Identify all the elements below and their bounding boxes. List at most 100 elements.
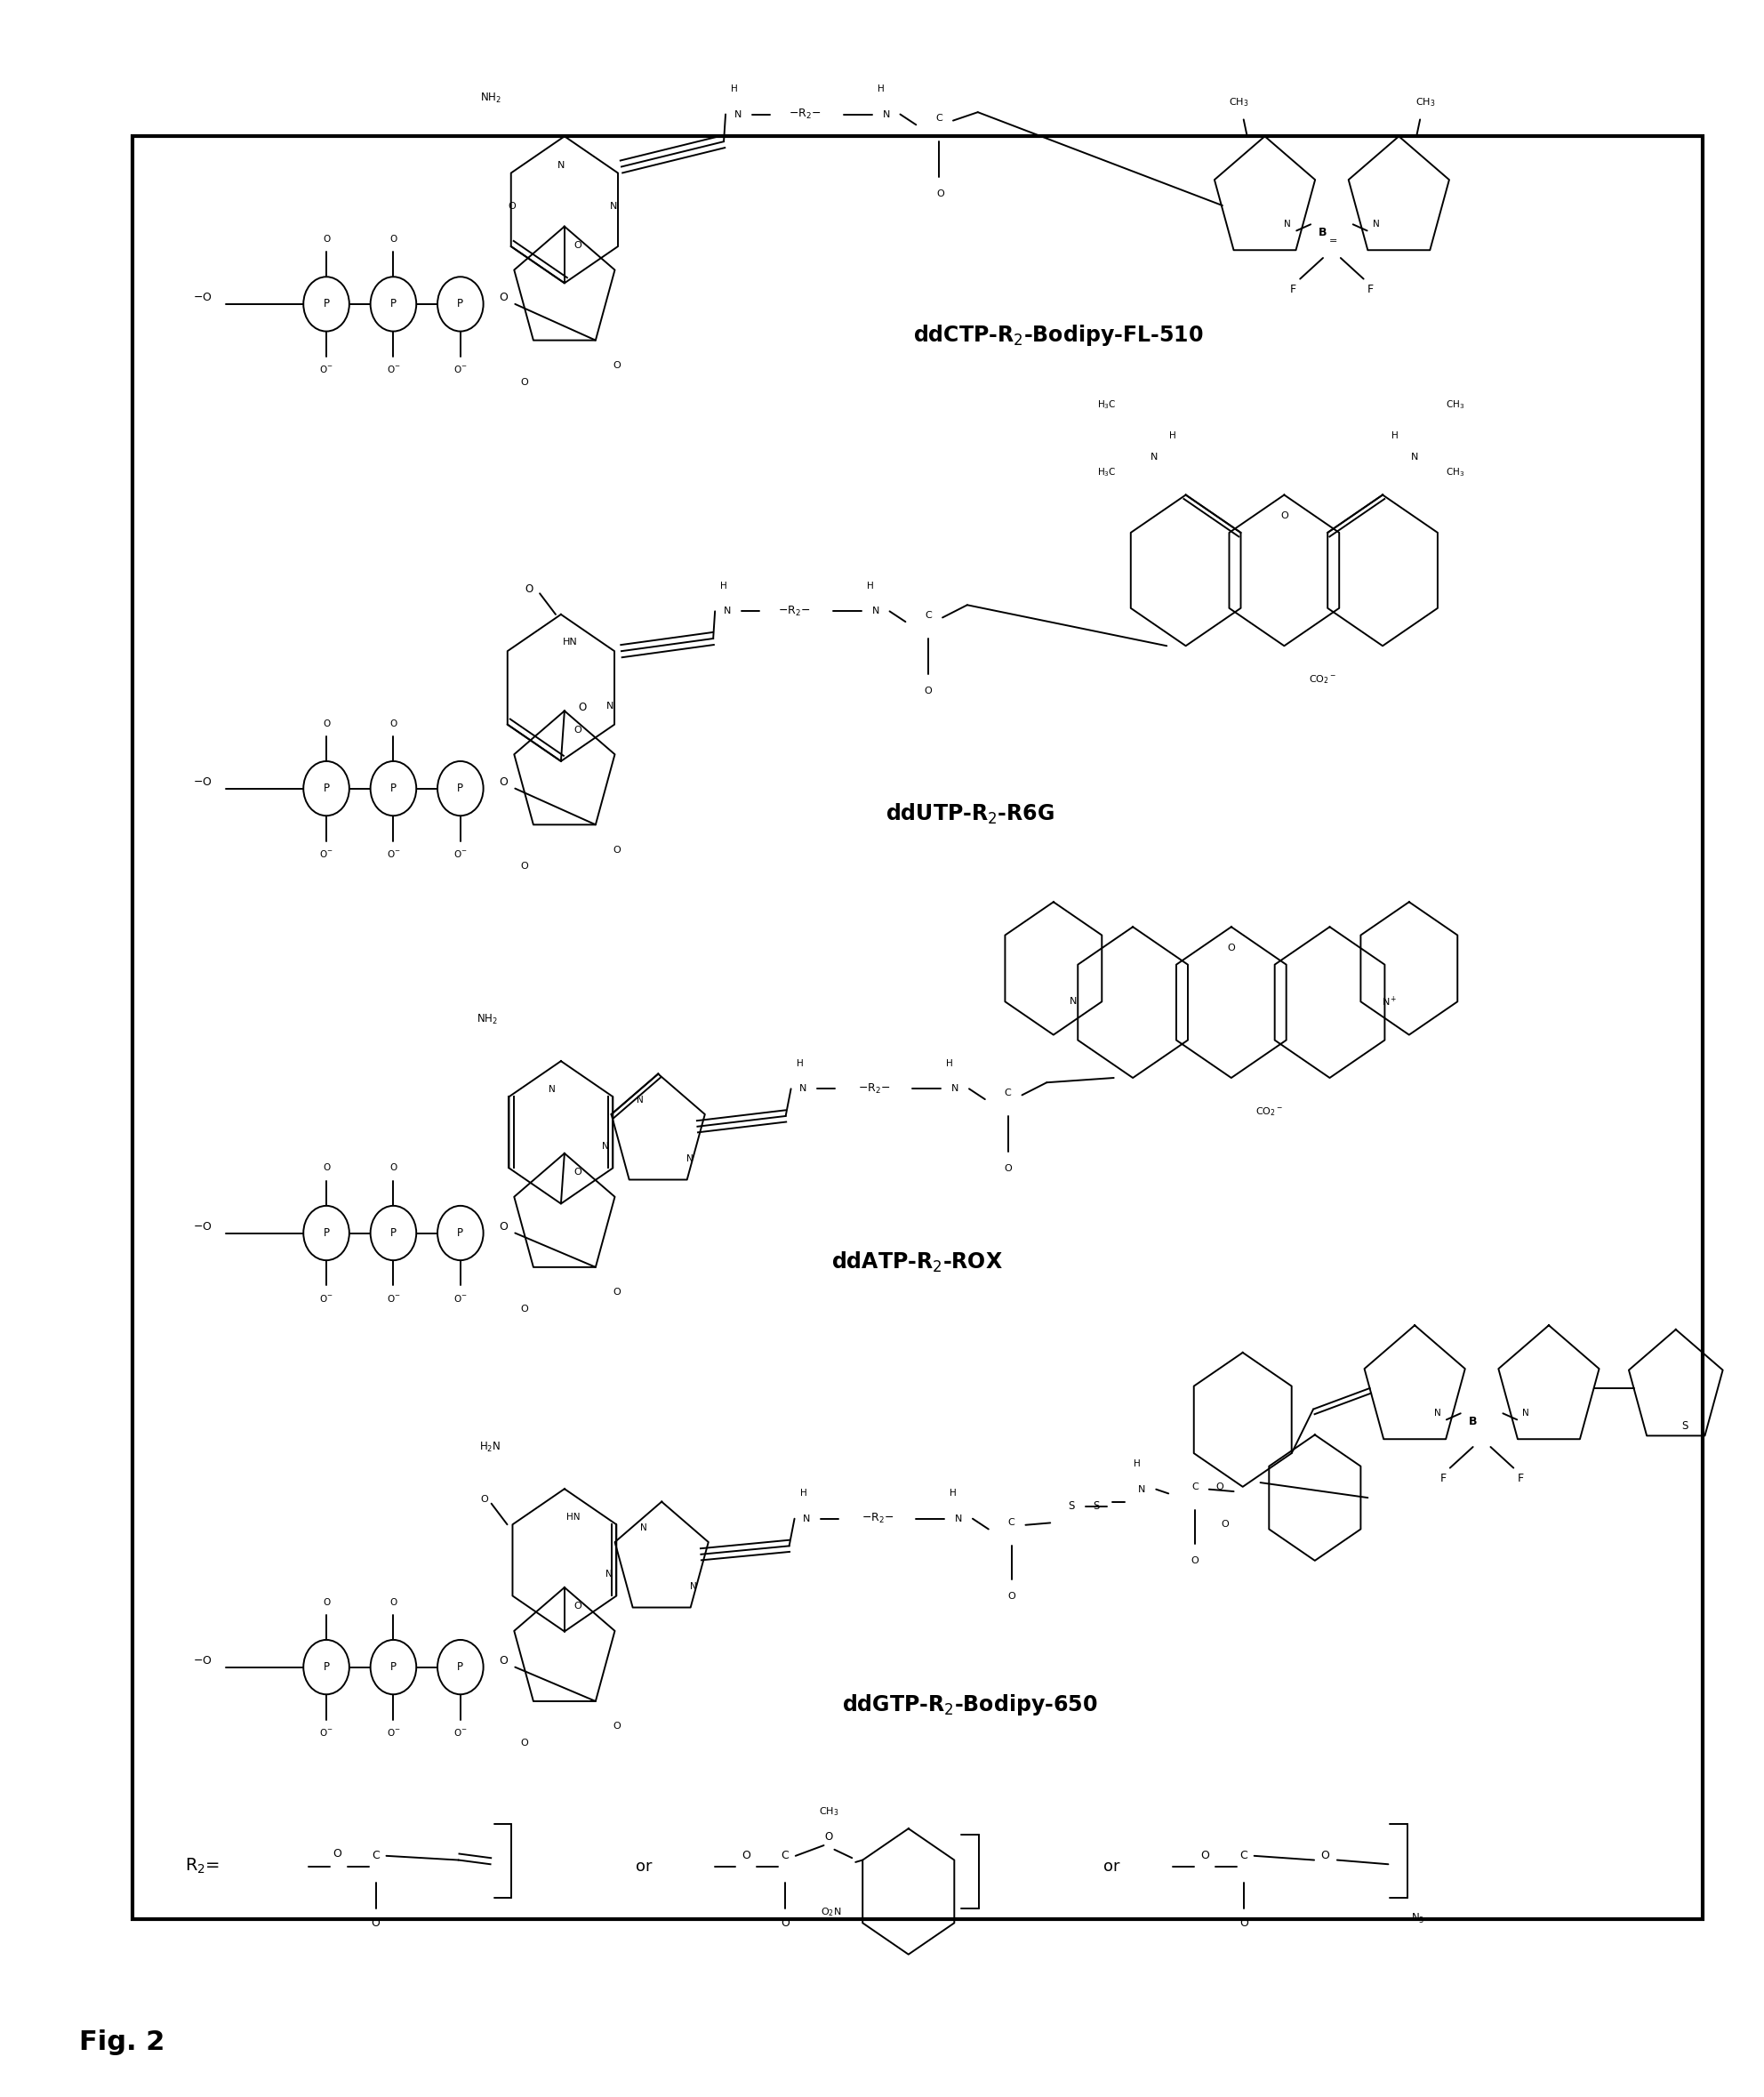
Text: N: N [1138,1485,1145,1493]
Text: N: N [1284,220,1291,229]
Text: P: P [457,1661,464,1673]
Text: C: C [1191,1483,1198,1491]
Text: C: C [372,1850,379,1862]
Text: N: N [640,1525,647,1533]
Text: N: N [557,161,564,170]
Text: H: H [946,1059,953,1067]
Text: O: O [520,377,529,386]
Text: O: O [612,361,621,369]
Text: $-$O: $-$O [194,1220,212,1233]
Circle shape [437,1640,483,1694]
Text: N: N [799,1084,806,1093]
Text: O: O [526,583,533,596]
Circle shape [370,761,416,816]
Text: ddCTP-R$_2$-Bodipy-FL-510: ddCTP-R$_2$-Bodipy-FL-510 [914,323,1203,348]
Text: $-$R$_2$$-$: $-$R$_2$$-$ [778,604,810,619]
Text: O: O [390,719,397,728]
Text: or: or [1102,1858,1120,1875]
Text: P: P [390,1227,397,1239]
Text: O: O [520,1738,529,1747]
Circle shape [437,277,483,331]
Text: P: P [390,1661,397,1673]
Text: F: F [1517,1472,1524,1485]
Text: C: C [1240,1850,1247,1862]
Text: F: F [1367,283,1374,296]
Text: N: N [637,1097,644,1105]
Text: H: H [949,1489,956,1497]
Text: HN: HN [566,1512,580,1522]
Text: $-$R$_2$$-$: $-$R$_2$$-$ [861,1512,894,1525]
Text: F: F [1289,283,1297,296]
Text: O: O [937,189,946,199]
Text: O: O [743,1850,750,1862]
Text: C: C [924,610,931,621]
Text: O$^{-}$: O$^{-}$ [453,847,467,860]
Text: ddUTP-R$_2$-R6G: ddUTP-R$_2$-R6G [886,801,1055,826]
Text: N: N [607,702,614,711]
Text: C: C [781,1850,789,1862]
Text: N$_3$: N$_3$ [1411,1912,1425,1925]
Text: R$_2$=: R$_2$= [185,1856,220,1877]
Text: P: P [323,1661,330,1673]
Text: CH$_3$: CH$_3$ [818,1806,840,1818]
Text: $-$O: $-$O [194,776,212,788]
Text: O: O [499,291,508,304]
FancyBboxPatch shape [132,136,1702,1919]
Text: O: O [323,235,330,243]
Text: O: O [480,1495,489,1504]
Circle shape [437,1206,483,1260]
Text: HN: HN [563,637,577,646]
Text: P: P [390,782,397,795]
Text: N: N [605,1571,612,1579]
Text: O: O [323,1598,330,1606]
Circle shape [370,277,416,331]
Text: N: N [1372,220,1379,229]
Text: F: F [1439,1472,1446,1485]
Text: $-$O: $-$O [194,291,212,304]
Text: $-$O: $-$O [194,1655,212,1667]
Text: B: B [1319,226,1327,239]
Text: O: O [390,1164,397,1172]
Text: O: O [499,776,508,788]
Text: O: O [520,862,529,870]
Text: O$^{-}$: O$^{-}$ [453,1726,467,1738]
Text: O: O [579,702,587,713]
Text: N: N [549,1084,556,1095]
Text: N: N [882,109,889,120]
Text: CH$_3$: CH$_3$ [1446,466,1464,478]
Text: O$^{-}$: O$^{-}$ [453,363,467,375]
Text: $=$: $=$ [1327,235,1337,243]
Text: N: N [803,1514,810,1522]
Text: O: O [1215,1483,1224,1491]
Text: $-$R$_2$$-$: $-$R$_2$$-$ [857,1082,891,1095]
Text: O: O [1281,512,1288,520]
Text: O: O [1228,944,1235,952]
Text: O$^{-}$: O$^{-}$ [453,1292,467,1304]
Text: N: N [602,1143,609,1151]
Text: O: O [1007,1592,1016,1600]
Text: N: N [734,109,741,120]
Text: O: O [612,845,621,853]
Text: B: B [1469,1415,1476,1428]
Text: H: H [1170,432,1177,440]
Text: N: N [1522,1409,1529,1418]
Text: H: H [866,581,873,591]
Circle shape [437,761,483,816]
Text: $-$R$_2$$-$: $-$R$_2$$-$ [789,107,820,122]
Text: O$^{-}$: O$^{-}$ [319,1726,333,1738]
Text: O$^{-}$: O$^{-}$ [319,847,333,860]
Text: ddATP-R$_2$-ROX: ddATP-R$_2$-ROX [831,1250,1004,1275]
Circle shape [303,1206,349,1260]
Text: CO$_2$$^-$: CO$_2$$^-$ [1309,673,1335,686]
Text: O: O [612,1722,621,1730]
Text: CH$_3$: CH$_3$ [1228,96,1249,109]
Circle shape [370,1640,416,1694]
Text: P: P [457,782,464,795]
Text: O: O [573,1168,582,1176]
Text: O: O [333,1847,340,1860]
Text: P: P [390,298,397,310]
Text: O: O [1201,1850,1208,1862]
Text: N: N [1069,998,1076,1007]
Text: H: H [799,1489,806,1497]
Text: P: P [457,1227,464,1239]
